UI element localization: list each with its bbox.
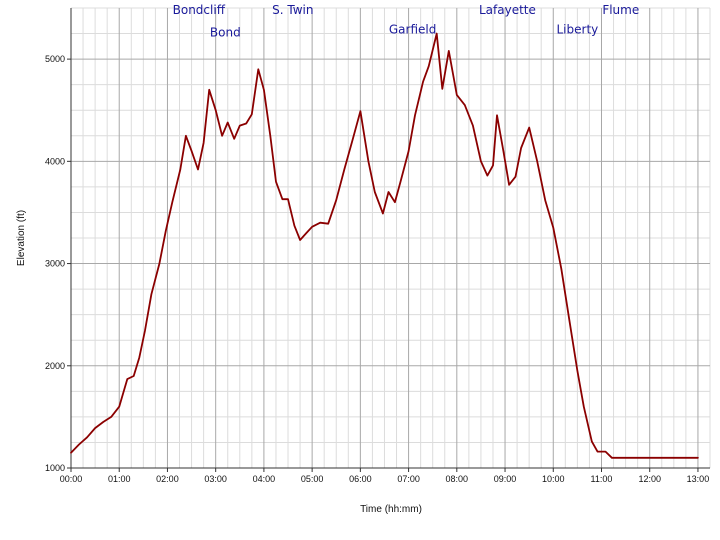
x-tick-label: 03:00 xyxy=(204,474,227,484)
x-tick-label: 08:00 xyxy=(446,474,469,484)
x-tick-label: 06:00 xyxy=(349,474,372,484)
y-tick-label: 3000 xyxy=(45,259,65,269)
x-tick-label: 10:00 xyxy=(542,474,565,484)
x-tick-label: 05:00 xyxy=(301,474,324,484)
peak-label: Lafayette xyxy=(479,3,536,17)
x-tick-labels: 00:00 01:00 02:00 03:00 04:00 05:00 06:00 07:00… xyxy=(60,474,709,484)
peak-label: Liberty xyxy=(556,23,598,37)
peak-label: Bond xyxy=(210,26,241,40)
x-tick-label: 00:00 xyxy=(60,474,83,484)
peak-label: Bondcliff xyxy=(173,3,226,17)
y-tick-label: 5000 xyxy=(45,54,65,64)
x-tick-label: 04:00 xyxy=(253,474,276,484)
y-tick-label: 1000 xyxy=(45,463,65,473)
peak-annotations: Bondcliff Bond S. Twin Garfield Lafayette Lib… xyxy=(173,3,640,39)
plot-frame xyxy=(70,8,710,469)
peak-label: Flume xyxy=(602,3,639,17)
grid-major xyxy=(67,8,710,472)
y-tick-label: 2000 xyxy=(45,361,65,371)
elevation-series-line xyxy=(70,32,699,459)
x-tick-label: 13:00 xyxy=(687,474,710,484)
y-axis-label: Elevation (ft) xyxy=(16,210,27,266)
x-axis-label: Time (hh:mm) xyxy=(360,504,422,515)
series-layer xyxy=(70,32,699,459)
x-tick-label: 11:00 xyxy=(591,474,613,484)
peak-label: S. Twin xyxy=(272,3,313,17)
x-tick-label: 01:00 xyxy=(108,474,131,484)
x-tick-label: 02:00 xyxy=(156,474,179,484)
peak-label: Garfield xyxy=(389,23,436,37)
y-tick-label: 4000 xyxy=(45,156,65,166)
x-tick-label: 09:00 xyxy=(494,474,517,484)
x-tick-label: 12:00 xyxy=(638,474,661,484)
y-tick-labels: 1000 2000 3000 4000 5000 xyxy=(45,54,65,473)
x-tick-label: 07:00 xyxy=(397,474,420,484)
grid-minor xyxy=(71,7,711,468)
